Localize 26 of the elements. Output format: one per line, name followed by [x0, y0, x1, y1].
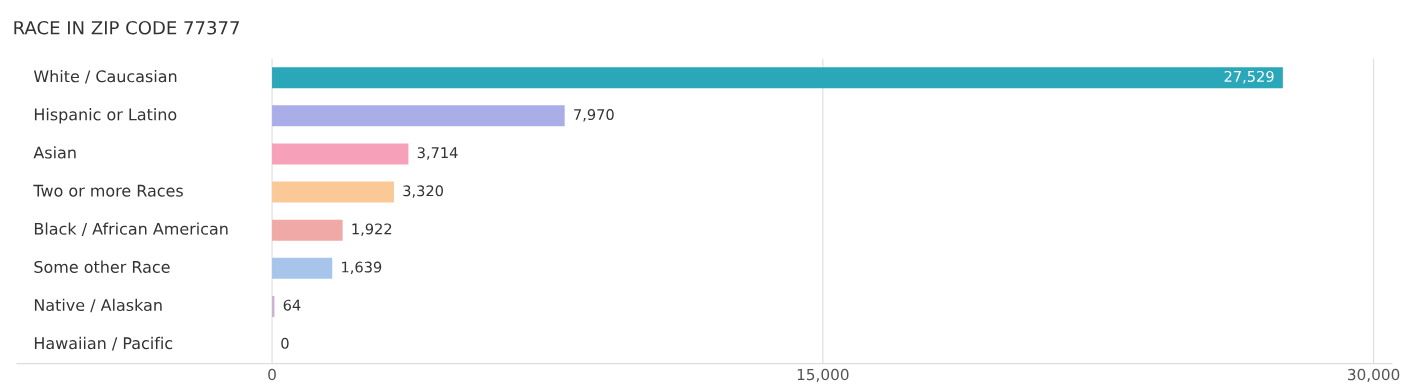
data-label: 1,639	[342, 261, 382, 275]
data-label: 3,320	[403, 185, 443, 198]
x-tick-label: 30,000	[1348, 368, 1400, 382]
y-tick-label: Asian	[33, 146, 76, 159]
bar	[272, 143, 409, 165]
data-label: 64	[283, 299, 301, 311]
bar	[272, 181, 394, 203]
data-label: 1,922	[352, 223, 392, 236]
data-label: 7,970	[574, 109, 614, 122]
data-label: 3,714	[417, 147, 458, 160]
data-label: 0	[281, 337, 289, 349]
bar	[272, 219, 343, 241]
y-tick-label: Native / Alaskan	[34, 298, 162, 313]
y-tick-label: Two or more Races	[33, 184, 183, 197]
y-tick-label: Black / African American	[34, 222, 228, 237]
y-tick-label: White / Caucasian	[33, 69, 177, 84]
x-tick-label: 0	[268, 368, 276, 381]
y-tick-label: Hawaiian / Pacific	[34, 336, 173, 351]
y-tick-label: Hispanic or Latino	[34, 108, 177, 124]
bar	[272, 257, 333, 279]
x-tick-label: 15,000	[797, 368, 849, 382]
y-tick-label: Some other Race	[34, 260, 170, 273]
bar	[272, 67, 1283, 89]
data-label: 27,529	[1224, 70, 1274, 84]
bar	[272, 105, 565, 127]
chart-title: RACE IN ZIP CODE 77377	[14, 20, 239, 35]
